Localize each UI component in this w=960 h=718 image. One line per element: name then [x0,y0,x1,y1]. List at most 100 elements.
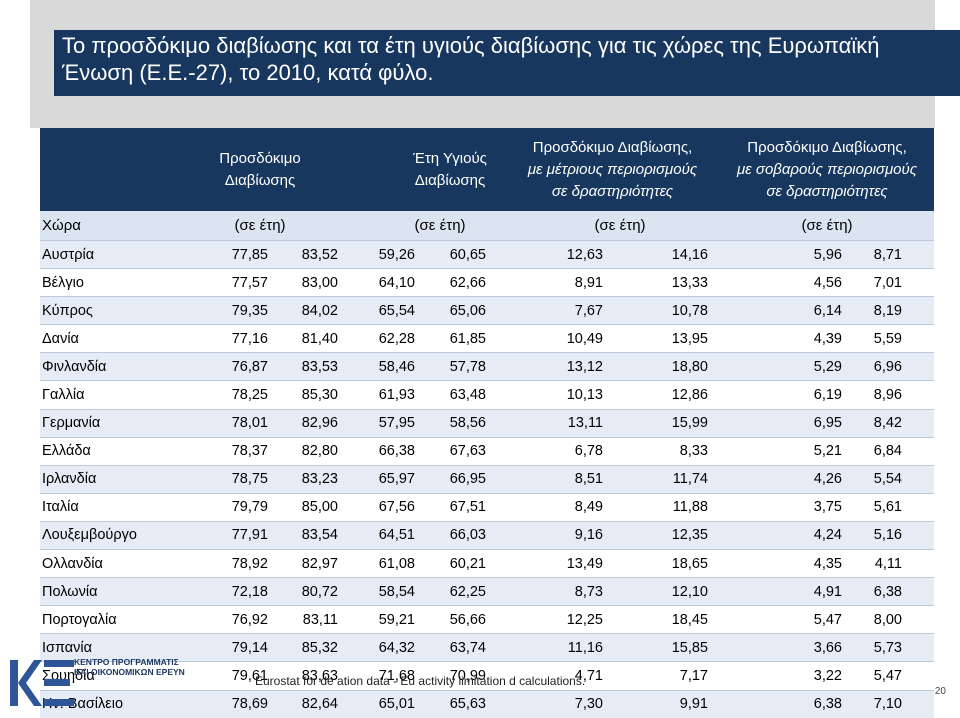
table-row: Δανία 77,16 81,40 62,28 61,85 10,49 13,95 4,39 5… [40,324,934,353]
table-cell: 5,61 [873,499,902,516]
table-row: Ιρλανδία 78,75 83,23 65,97 66,95 8,51 11,74 4,2… [40,464,934,493]
country-name: Ολλανδία [42,555,103,572]
table-cell: 8,91 [574,274,603,291]
table-cell: 10,49 [566,330,603,347]
table-cell: 77,57 [231,274,268,291]
table-cell: 4,35 [813,555,842,572]
table-cell: 78,01 [231,415,268,432]
table-cell: 63,48 [449,387,486,404]
table-cell: 78,75 [231,471,268,488]
table-cell: 82,97 [301,555,338,572]
country-name: Πολωνία [42,583,98,600]
table-cell: 78,92 [231,555,268,572]
table-cell: 81,40 [301,330,338,347]
table-cell: 4,39 [813,330,842,347]
table-cell: 83,11 [302,611,338,628]
table-cell: 6,95 [813,415,842,432]
header-moderate-limitation: Προσδόκιμο Διαβίωσης, με μέτριους περιορι… [505,128,720,211]
table-cell: 6,96 [873,358,902,375]
table-row: Ιταλία 79,79 85,00 67,56 67,51 8,49 11,88 3,75 5… [40,492,934,521]
table-cell: 6,84 [873,443,902,460]
header-severe-line1: Προσδόκιμο Διαβίωσης, [747,138,907,156]
table-cell: 12,86 [671,387,708,404]
table-cell: 57,95 [378,415,415,432]
logo-caption-line2: ΚΑΙ ΟΙΚΟΝΟΜΙΚΩΝ ΕΡΕΥΝ [74,667,185,677]
table-cell: 78,37 [231,443,268,460]
table-cell: 7,10 [873,696,902,713]
table-cell: 60,65 [449,246,486,263]
table-cell: 63,74 [449,639,486,656]
table-cell: 77,16 [231,330,268,347]
table-cell: 6,78 [574,443,603,460]
table-cell: 83,23 [301,471,338,488]
table-cell: 15,85 [671,639,708,656]
table-row: Ελλάδα 78,37 82,80 66,38 67,63 6,78 8,33 5,21 6,… [40,436,934,465]
table-cell: 66,95 [449,471,486,488]
table-cell: 66,38 [378,443,415,460]
table-cell: 6,38 [873,583,902,600]
country-name: Γαλλία [42,387,85,404]
table-cell: 77,85 [231,246,268,263]
table-cell: 18,80 [671,358,708,375]
table-cell: 5,54 [873,471,902,488]
table-cell: 5,59 [873,330,902,347]
table-cell: 9,91 [679,696,708,713]
table-cell: 6,38 [813,696,842,713]
table-row: Γαλλία 78,25 85,30 61,93 63,48 10,13 12,86 6,19… [40,380,934,409]
table-row: Σουηδία 79,61 83,63 71,68 70,99 4,71 7,17 3,22 5… [40,661,934,690]
table-cell: 78,69 [231,696,268,713]
header-healthy-years-line1: Έτη Υγιούς [413,149,487,167]
table-cell: 8,96 [873,387,902,404]
table-cell: 12,25 [566,611,603,628]
table-cell: 71,68 [378,667,415,684]
table-cell: 83,53 [301,358,338,375]
table-cell: 65,63 [449,696,486,713]
table-cell: 83,54 [301,527,338,544]
table-cell: 85,30 [301,387,338,404]
table-cell: 8,73 [574,583,603,600]
country-name: Ελλάδα [42,443,91,460]
header-moderate-line3: σε δραστηριότητες [551,182,674,200]
table-cell: 85,00 [301,499,338,516]
table-cell: 64,10 [378,274,415,291]
table-cell: 12,35 [671,527,708,544]
table-cell: 5,16 [873,527,902,544]
table-row: Λουξεμβούργο 77,91 83,54 64,51 66,03 9,16 12,3… [40,520,934,550]
table-cell: 3,75 [813,499,842,516]
table-cell: 8,42 [873,415,902,432]
table-cell: 4,91 [813,583,842,600]
country-name: Ιρλανδία [42,471,97,488]
table-cell: 79,35 [231,302,268,319]
table-row: Κύπρος 79,35 84,02 65,54 65,06 7,67 10,78 6,14 8… [40,296,934,325]
table-cell: 8,00 [873,611,902,628]
table-cell: 13,11 [567,415,603,432]
table-cell: 10,78 [671,302,708,319]
table-cell: 15,99 [671,415,708,432]
table-cell: 7,67 [574,302,603,319]
table-cell: 12,10 [671,583,708,600]
table-cell: 8,51 [574,471,603,488]
table-cell: 62,66 [449,274,486,291]
table-cell: 4,56 [813,274,842,291]
table-cell: 7,17 [679,667,708,684]
unit-severe: (σε έτη) [801,217,853,234]
country-name: Ιταλία [42,499,79,516]
table-row: Αυστρία 77,85 83,52 59,26 60,65 12,63 14,16 5,9… [40,240,934,269]
table-cell: 79,61 [231,667,268,684]
table-cell: 64,51 [378,527,415,544]
header-moderate-line1: Προσδόκιμο Διαβίωσης, [532,138,693,156]
kepe-logo [8,658,78,710]
table-cell: 70,99 [449,667,486,684]
table-cell: 76,87 [231,358,268,375]
table-cell: 83,63 [301,667,338,684]
country-name: Κύπρος [42,302,93,319]
table-cell: 84,02 [301,302,338,319]
table-cell: 58,46 [378,358,415,375]
data-table-body: Αυστρία 77,85 83,52 59,26 60,65 12,63 14,16 5,9… [40,240,934,718]
table-cell: 79,79 [231,499,268,516]
table-cell: 60,21 [449,555,486,572]
table-cell: 83,52 [301,246,338,263]
table-cell: 5,29 [813,358,842,375]
header-life-expectancy-line1: Προσδόκιμο [219,149,301,167]
table-cell: 56,66 [449,611,486,628]
